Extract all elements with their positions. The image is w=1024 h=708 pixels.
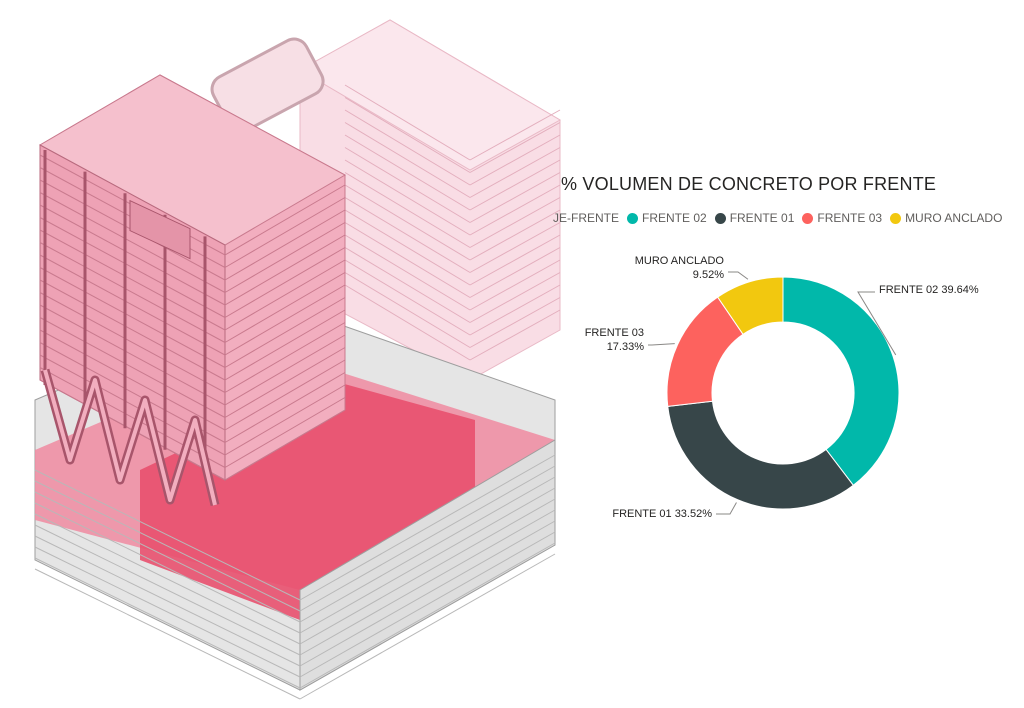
data-label-frente-03: 17.33% — [607, 341, 645, 353]
data-label-frente-03: FRENTE 03 — [585, 327, 644, 339]
legend-item-frente-03[interactable]: FRENTE 03 — [802, 211, 882, 225]
leader-line-muro-anclado — [728, 271, 749, 280]
legend-label-frente-01: FRENTE 01 — [729, 211, 795, 225]
data-label-frente-02: FRENTE 02 39.64% — [879, 284, 979, 296]
data-label-muro-anclado: 9.52% — [693, 269, 724, 281]
legend-title: JE-FRENTE — [553, 211, 619, 225]
podium — [34, 299, 556, 700]
legend-item-muro-anclado[interactable]: MURO ANCLADO — [890, 211, 1002, 225]
legend-label-frente-02: FRENTE 02 — [642, 211, 707, 225]
legend-dot-frente-03 — [802, 212, 814, 224]
legend: JE-FRENTE FRENTE 02 FRENTE 01 FRENTE 03 … — [553, 211, 1010, 225]
legend-dot-frente-01 — [714, 212, 726, 224]
leader-line-frente-03 — [648, 343, 675, 346]
leader-line-frente-02 — [857, 291, 897, 356]
leader-line-frente-01 — [716, 502, 737, 515]
legend-dot-frente-02 — [627, 212, 638, 224]
legend-dot-muro-anclado — [890, 212, 902, 224]
donut-slice-muro-anclado[interactable] — [716, 276, 784, 336]
legend-item-frente-01[interactable]: FRENTE 01 — [714, 211, 795, 225]
data-label-frente-01: FRENTE 01 33.52% — [612, 508, 712, 520]
data-label-muro-anclado: MURO ANCLADO — [635, 255, 725, 267]
legend-label-frente-03: FRENTE 03 — [817, 211, 883, 225]
main-tower — [38, 74, 347, 507]
light-tower — [210, 19, 562, 381]
legend-label-muro-anclado: MURO ANCLADO — [905, 211, 1003, 225]
chart-title: % VOLUMEN DE CONCRETO POR FRENTE — [561, 174, 937, 194]
legend-item-frente-02[interactable]: FRENTE 02 — [627, 211, 707, 225]
donut-slice-frente-01[interactable] — [667, 400, 855, 510]
donut-slice-frente-02[interactable] — [782, 276, 900, 486]
